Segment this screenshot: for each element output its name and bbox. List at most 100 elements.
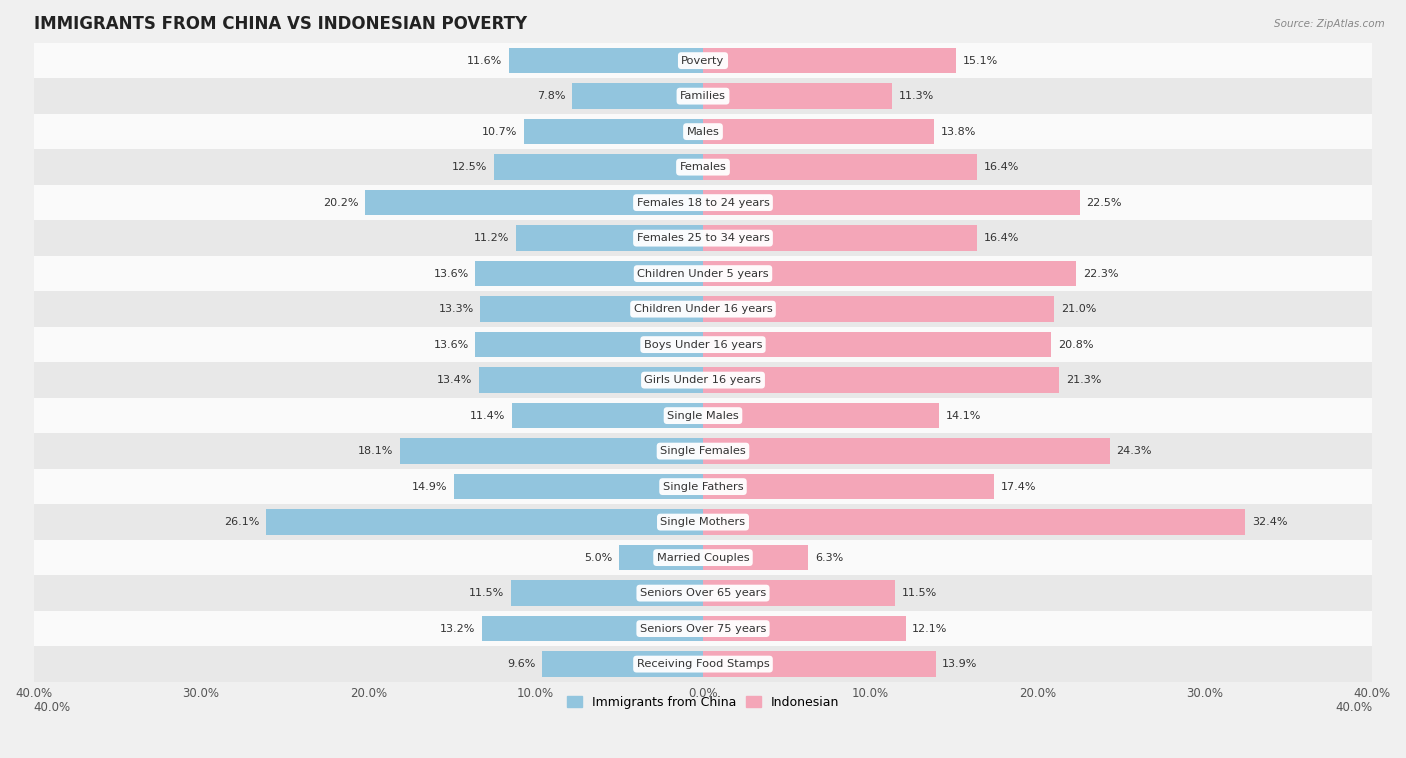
- Bar: [516, 225, 703, 251]
- Bar: [494, 155, 703, 180]
- Bar: [509, 48, 703, 74]
- Bar: [34, 575, 1372, 611]
- Bar: [703, 615, 905, 641]
- Bar: [366, 190, 703, 215]
- Text: 5.0%: 5.0%: [585, 553, 613, 562]
- Bar: [34, 256, 1372, 291]
- Text: 11.3%: 11.3%: [898, 91, 934, 101]
- Text: 12.1%: 12.1%: [912, 624, 948, 634]
- Bar: [619, 545, 703, 570]
- Bar: [34, 43, 1372, 78]
- Bar: [475, 332, 703, 358]
- Bar: [482, 615, 703, 641]
- Bar: [572, 83, 703, 109]
- Text: 13.4%: 13.4%: [437, 375, 472, 385]
- Bar: [703, 332, 1052, 358]
- Text: 13.6%: 13.6%: [433, 340, 468, 349]
- Bar: [475, 261, 703, 287]
- Text: 11.4%: 11.4%: [470, 411, 506, 421]
- Bar: [34, 78, 1372, 114]
- Bar: [703, 545, 808, 570]
- Bar: [34, 611, 1372, 647]
- Bar: [266, 509, 703, 535]
- Bar: [34, 291, 1372, 327]
- Text: Single Females: Single Females: [661, 446, 745, 456]
- Bar: [703, 190, 1080, 215]
- Text: 17.4%: 17.4%: [1001, 481, 1036, 492]
- Text: 20.8%: 20.8%: [1057, 340, 1094, 349]
- Text: Seniors Over 65 years: Seniors Over 65 years: [640, 588, 766, 598]
- Text: 11.5%: 11.5%: [903, 588, 938, 598]
- Text: 14.9%: 14.9%: [412, 481, 447, 492]
- Bar: [34, 114, 1372, 149]
- Bar: [703, 296, 1054, 322]
- Bar: [478, 368, 703, 393]
- Text: Families: Families: [681, 91, 725, 101]
- Text: 21.3%: 21.3%: [1066, 375, 1101, 385]
- Bar: [34, 434, 1372, 469]
- Bar: [34, 362, 1372, 398]
- Bar: [703, 48, 956, 74]
- Text: 13.6%: 13.6%: [433, 268, 468, 279]
- Text: 10.7%: 10.7%: [482, 127, 517, 136]
- Text: 13.2%: 13.2%: [440, 624, 475, 634]
- Text: Single Males: Single Males: [666, 411, 740, 421]
- Bar: [543, 651, 703, 677]
- Text: Females 25 to 34 years: Females 25 to 34 years: [637, 233, 769, 243]
- Bar: [34, 540, 1372, 575]
- Text: Single Fathers: Single Fathers: [662, 481, 744, 492]
- Legend: Immigrants from China, Indonesian: Immigrants from China, Indonesian: [561, 691, 845, 714]
- Bar: [34, 469, 1372, 504]
- Bar: [454, 474, 703, 500]
- Text: Children Under 16 years: Children Under 16 years: [634, 304, 772, 314]
- Text: Seniors Over 75 years: Seniors Over 75 years: [640, 624, 766, 634]
- Text: 40.0%: 40.0%: [34, 701, 70, 714]
- Bar: [703, 119, 934, 145]
- Bar: [524, 119, 703, 145]
- Text: 22.5%: 22.5%: [1087, 198, 1122, 208]
- Text: Receiving Food Stamps: Receiving Food Stamps: [637, 659, 769, 669]
- Bar: [703, 651, 935, 677]
- Bar: [703, 225, 977, 251]
- Text: 40.0%: 40.0%: [1336, 701, 1372, 714]
- Bar: [703, 261, 1076, 287]
- Bar: [34, 327, 1372, 362]
- Text: 13.3%: 13.3%: [439, 304, 474, 314]
- Text: Females: Females: [679, 162, 727, 172]
- Text: 13.8%: 13.8%: [941, 127, 976, 136]
- Text: 20.2%: 20.2%: [323, 198, 359, 208]
- Bar: [703, 368, 1060, 393]
- Text: Children Under 5 years: Children Under 5 years: [637, 268, 769, 279]
- Text: 26.1%: 26.1%: [224, 517, 260, 527]
- Text: Males: Males: [686, 127, 720, 136]
- Text: 24.3%: 24.3%: [1116, 446, 1152, 456]
- Bar: [34, 398, 1372, 434]
- Bar: [703, 402, 939, 428]
- Bar: [481, 296, 703, 322]
- Text: 18.1%: 18.1%: [359, 446, 394, 456]
- Text: Girls Under 16 years: Girls Under 16 years: [644, 375, 762, 385]
- Text: 16.4%: 16.4%: [984, 162, 1019, 172]
- Text: 11.2%: 11.2%: [474, 233, 509, 243]
- Bar: [703, 83, 893, 109]
- Text: 12.5%: 12.5%: [451, 162, 486, 172]
- Text: 32.4%: 32.4%: [1251, 517, 1288, 527]
- Text: 7.8%: 7.8%: [537, 91, 565, 101]
- Bar: [34, 221, 1372, 256]
- Text: 14.1%: 14.1%: [946, 411, 981, 421]
- Bar: [703, 155, 977, 180]
- Bar: [34, 504, 1372, 540]
- Text: Poverty: Poverty: [682, 55, 724, 66]
- Bar: [510, 581, 703, 606]
- Text: Married Couples: Married Couples: [657, 553, 749, 562]
- Text: 16.4%: 16.4%: [984, 233, 1019, 243]
- Text: Single Mothers: Single Mothers: [661, 517, 745, 527]
- Text: 11.6%: 11.6%: [467, 55, 502, 66]
- Text: 6.3%: 6.3%: [815, 553, 844, 562]
- Bar: [512, 402, 703, 428]
- Bar: [34, 647, 1372, 682]
- Bar: [401, 438, 703, 464]
- Text: Source: ZipAtlas.com: Source: ZipAtlas.com: [1274, 19, 1385, 29]
- Text: Boys Under 16 years: Boys Under 16 years: [644, 340, 762, 349]
- Bar: [703, 581, 896, 606]
